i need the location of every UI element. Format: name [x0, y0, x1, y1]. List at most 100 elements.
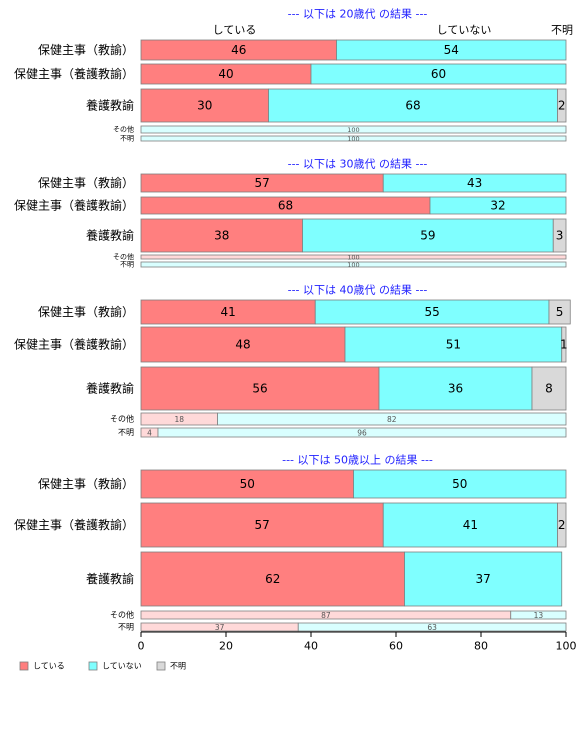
data-label: 96	[357, 429, 367, 438]
bar-segment-doing	[140, 326, 346, 363]
panel-title-2: --- 以下は 30歳代 の結果 ---	[288, 157, 428, 171]
bar-segment-doing	[140, 502, 384, 548]
bar-segment-not-doing	[510, 610, 567, 620]
bar-segment-unknown	[531, 366, 567, 411]
row-label: 保健主事（養護教諭）	[14, 66, 134, 81]
row-label: 養護教諭	[86, 98, 134, 113]
legend-label-not-doing: していない	[102, 662, 142, 671]
panel-title-3: --- 以下は 40歳代 の結果 ---	[288, 283, 428, 297]
data-label: 2	[558, 518, 566, 532]
header-label-not-doing: していない	[437, 24, 492, 37]
row-label: その他	[110, 414, 134, 424]
bar-segment-unknown	[557, 88, 567, 123]
legend-swatch-not-doing	[88, 661, 98, 671]
bar-segment-not-doing	[378, 366, 533, 411]
row-label: 保健主事（教諭）	[38, 175, 134, 190]
data-label: 50	[240, 477, 255, 491]
bar-segment-not-doing	[268, 88, 558, 123]
bar-segment-not-doing	[336, 39, 567, 61]
bar-segment-not-doing	[404, 551, 563, 607]
bar-segment-not-doing	[382, 502, 558, 548]
data-label: 100	[347, 135, 359, 143]
bar-segment-not-doing	[140, 135, 567, 142]
data-label: 46	[231, 43, 246, 57]
bar-segment-doing	[140, 218, 303, 253]
legend-label-unknown: 不明	[170, 662, 186, 671]
row-label: 保健主事（教諭）	[38, 304, 134, 319]
x-tick-label: 60	[389, 640, 403, 653]
bar-segment-unknown	[561, 326, 567, 363]
data-label: 41	[463, 518, 478, 532]
data-label: 41	[220, 305, 235, 319]
row-label: 養護教諭	[86, 571, 134, 586]
data-label: 36	[448, 382, 463, 396]
panel-title-4: --- 以下は 50歳以上 の結果 ---	[282, 453, 433, 467]
row-label: 保健主事（教諭）	[38, 476, 134, 491]
row-label: その他	[110, 610, 134, 620]
data-label: 37	[215, 623, 225, 632]
data-label: 62	[265, 572, 280, 586]
bar-segment-not-doing	[297, 622, 567, 632]
data-label: 1	[560, 338, 568, 352]
data-label: 60	[431, 67, 446, 81]
row-label: 養護教諭	[86, 381, 134, 396]
bar-segment-not-doing	[310, 63, 567, 85]
row-label: 保健主事（養護教諭）	[14, 198, 134, 213]
data-label: 56	[252, 382, 267, 396]
bar-segment-not-doing	[314, 299, 550, 325]
data-label: 100	[347, 261, 359, 269]
row-label: 保健主事（養護教諭）	[14, 517, 134, 532]
data-label: 43	[467, 176, 482, 190]
data-label: 8	[545, 382, 553, 396]
row-label: 不明	[118, 428, 134, 437]
legend-swatch-doing	[19, 661, 29, 671]
data-label: 48	[235, 338, 250, 352]
data-label: 100	[347, 254, 359, 262]
data-label: 5	[556, 305, 564, 319]
data-label: 57	[254, 176, 269, 190]
data-label: 63	[427, 623, 437, 632]
data-label: 57	[254, 518, 269, 532]
bar-segment-doing	[140, 254, 567, 260]
data-label: 30	[197, 99, 212, 113]
bar-segment-not-doing	[344, 326, 563, 363]
bar-segment-not-doing	[217, 412, 567, 426]
data-label: 18	[174, 415, 184, 424]
row-label: 保健主事（養護教諭）	[14, 337, 134, 352]
data-label: 38	[214, 229, 229, 243]
bar-segment-unknown	[548, 299, 571, 325]
bar-segment-not-doing	[353, 469, 567, 499]
data-label: 40	[218, 67, 233, 81]
data-label: 51	[446, 338, 461, 352]
data-label: 68	[405, 99, 420, 113]
bar-segment-not-doing	[157, 427, 567, 438]
data-label: 55	[424, 305, 439, 319]
row-label: 不明	[120, 261, 134, 269]
bar-segment-unknown	[557, 502, 567, 548]
row-label: その他	[113, 252, 134, 261]
data-label: 87	[321, 611, 331, 620]
bar-segment-unknown	[552, 218, 567, 253]
panel-title-1: --- 以下は 20歳代 の結果 ---	[288, 7, 428, 21]
legend-label-doing: している	[33, 662, 65, 671]
row-label: 不明	[118, 623, 134, 632]
row-label: 養護教諭	[86, 228, 134, 243]
bar-segment-doing	[140, 469, 354, 499]
x-tick-label: 0	[138, 640, 145, 653]
header-label-unknown: 不明	[551, 24, 573, 37]
bar-segment-not-doing	[302, 218, 554, 253]
row-label: その他	[113, 125, 134, 134]
bar-segment-not-doing	[429, 196, 567, 215]
x-tick-label: 40	[304, 640, 318, 653]
data-label: 3	[556, 229, 564, 243]
data-label: 68	[278, 199, 293, 213]
data-label: 54	[444, 43, 459, 57]
bar-segment-doing	[140, 551, 405, 607]
header-label-doing: している	[213, 24, 257, 37]
data-label: 100	[347, 126, 359, 134]
x-tick-label: 80	[474, 640, 488, 653]
legend-swatch-unknown	[156, 661, 166, 671]
data-label: 82	[387, 415, 397, 424]
